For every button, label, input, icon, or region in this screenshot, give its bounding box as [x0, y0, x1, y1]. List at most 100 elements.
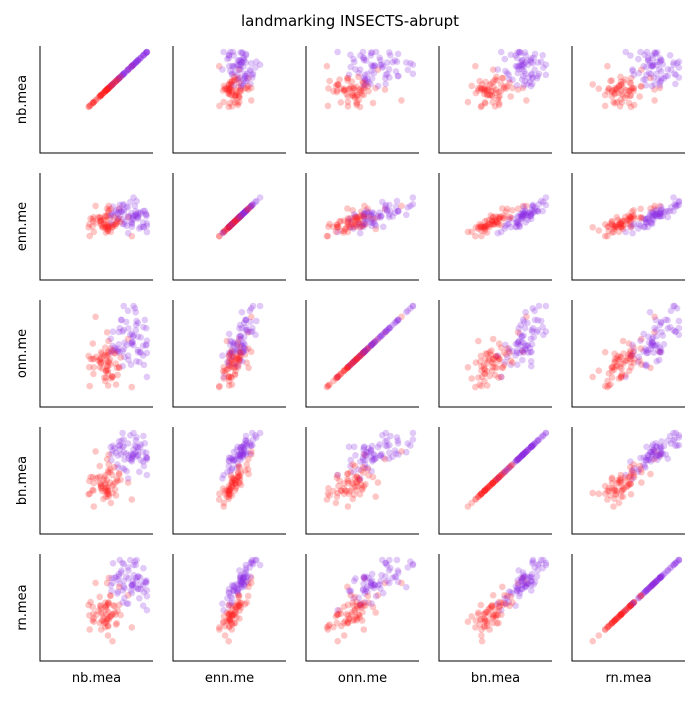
- data-point: [507, 593, 514, 601]
- data-point: [102, 603, 110, 610]
- data-point: [387, 207, 394, 215]
- data-point: [370, 218, 378, 225]
- data-point: [353, 83, 360, 90]
- data-point: [386, 324, 393, 332]
- data-point: [382, 328, 390, 335]
- data-point: [514, 86, 522, 93]
- data-point: [237, 212, 244, 220]
- data-point: [108, 587, 115, 595]
- data-point: [360, 349, 368, 356]
- data-point: [527, 444, 534, 451]
- data-point: [514, 579, 522, 587]
- data-point: [87, 598, 94, 606]
- data-point: [101, 474, 108, 482]
- data-point: [647, 62, 655, 70]
- data-point: [87, 473, 94, 481]
- data-point: [360, 602, 367, 610]
- data-point: [125, 213, 132, 221]
- data-point: [225, 462, 233, 470]
- data-point: [137, 585, 144, 593]
- panel-enn.me-vs-nb.mea: [39, 173, 153, 281]
- data-point: [227, 600, 234, 607]
- data-point: [509, 590, 516, 597]
- data-point: [215, 62, 223, 70]
- data-point: [228, 581, 236, 589]
- data-point: [112, 492, 120, 499]
- data-point: [134, 333, 142, 341]
- data-point: [109, 328, 117, 336]
- data-point: [226, 350, 234, 357]
- data-point: [102, 229, 110, 236]
- data-point: [92, 313, 99, 321]
- data-point: [627, 481, 634, 488]
- data-point: [103, 615, 111, 623]
- data-point: [242, 327, 250, 334]
- data-point: [119, 559, 126, 567]
- data-point: [656, 574, 664, 582]
- data-point: [369, 458, 376, 465]
- data-point: [356, 229, 364, 237]
- data-point: [112, 207, 120, 214]
- data-point: [501, 468, 508, 476]
- data-point: [123, 573, 130, 580]
- data-point: [229, 454, 237, 462]
- data-point: [481, 487, 488, 495]
- data-point: [247, 203, 254, 211]
- data-point: [241, 79, 248, 86]
- data-point: [365, 574, 372, 582]
- data-point: [230, 219, 238, 226]
- data-point: [127, 361, 135, 369]
- data-point: [658, 573, 665, 580]
- data-point: [519, 66, 526, 73]
- data-point: [675, 556, 683, 564]
- data-point: [112, 479, 119, 486]
- data-point: [228, 381, 236, 388]
- data-point: [362, 602, 369, 609]
- data-point: [658, 75, 665, 82]
- data-point: [223, 337, 231, 345]
- data-point: [237, 61, 244, 69]
- data-point: [241, 344, 248, 352]
- data-point: [236, 607, 243, 614]
- data-point: [362, 57, 370, 64]
- data-point: [619, 84, 627, 92]
- data-point: [527, 573, 534, 580]
- data-point: [228, 481, 235, 488]
- data-point: [102, 87, 109, 95]
- data-point: [240, 441, 248, 448]
- data-point: [517, 578, 524, 586]
- data-point: [364, 464, 371, 471]
- data-point: [528, 442, 536, 450]
- data-point: [516, 48, 523, 56]
- data-point: [521, 211, 529, 218]
- data-point: [101, 88, 108, 96]
- data-point: [108, 450, 115, 458]
- panel-rn.mea-vs-onn.me: [305, 554, 419, 662]
- data-point: [368, 61, 375, 69]
- data-point: [334, 611, 341, 618]
- data-point: [231, 607, 239, 614]
- data-point: [630, 220, 638, 228]
- data-point: [233, 580, 240, 588]
- data-point: [245, 583, 252, 591]
- data-point: [353, 602, 361, 610]
- axis-spine: [571, 46, 685, 154]
- data-point: [357, 52, 364, 59]
- data-point: [629, 66, 636, 73]
- data-point: [100, 89, 107, 97]
- data-point: [229, 357, 236, 364]
- data-point: [360, 213, 367, 220]
- data-point: [367, 49, 375, 57]
- data-point: [489, 93, 496, 100]
- data-point: [647, 583, 655, 590]
- data-point: [234, 473, 241, 481]
- data-point: [620, 78, 627, 86]
- data-point: [618, 482, 625, 490]
- data-point: [371, 338, 379, 346]
- data-point: [368, 577, 376, 584]
- data-point: [659, 332, 667, 339]
- data-point: [493, 475, 501, 483]
- data-point: [617, 220, 625, 228]
- data-point: [230, 475, 238, 483]
- data-point: [652, 49, 659, 57]
